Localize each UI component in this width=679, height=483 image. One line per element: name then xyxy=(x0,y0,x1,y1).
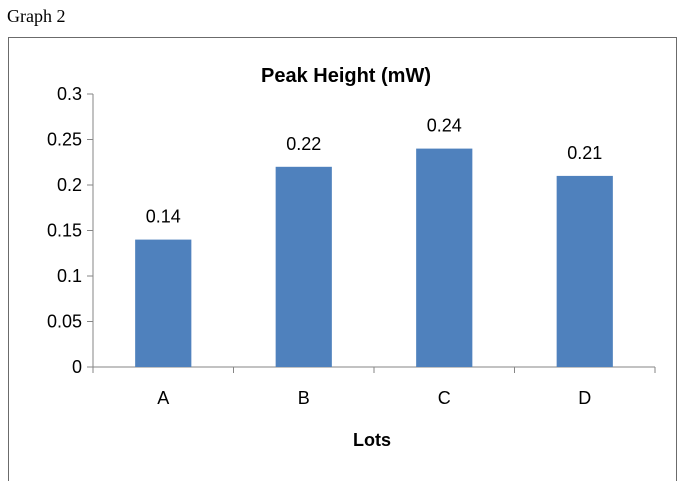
y-tick-label: 0.1 xyxy=(57,266,82,286)
x-tick-label: B xyxy=(298,388,310,408)
data-label: 0.24 xyxy=(427,116,462,136)
data-label: 0.22 xyxy=(286,134,321,154)
y-tick-label: 0.15 xyxy=(47,221,82,241)
y-axis: 0 0.05 0.1 0.15 0.2 0.25 0.3 xyxy=(47,84,94,377)
bar-c xyxy=(416,148,473,367)
data-labels: 0.14 0.22 0.24 0.21 xyxy=(146,116,603,227)
chart-frame xyxy=(8,37,677,481)
y-tick-label: 0.2 xyxy=(57,175,82,195)
bar-b xyxy=(275,166,332,367)
x-tick-label: C xyxy=(438,388,451,408)
x-axis: A B C D xyxy=(92,366,656,408)
x-tick-label: D xyxy=(578,388,591,408)
bar-d xyxy=(556,175,613,367)
x-axis-label: Lots xyxy=(353,430,391,450)
data-label: 0.21 xyxy=(567,143,602,163)
y-tick-label: 0.3 xyxy=(57,84,82,104)
data-label: 0.14 xyxy=(146,207,181,227)
x-tick-label: A xyxy=(157,388,169,408)
bar-a xyxy=(135,239,192,367)
y-tick-label: 0.25 xyxy=(47,130,82,150)
chart-title: Peak Height (mW) xyxy=(261,65,431,87)
y-tick-label: 0 xyxy=(72,357,82,377)
graph-caption: Graph 2 xyxy=(7,6,66,26)
y-tick-label: 0.05 xyxy=(47,312,82,332)
bars xyxy=(135,148,613,367)
